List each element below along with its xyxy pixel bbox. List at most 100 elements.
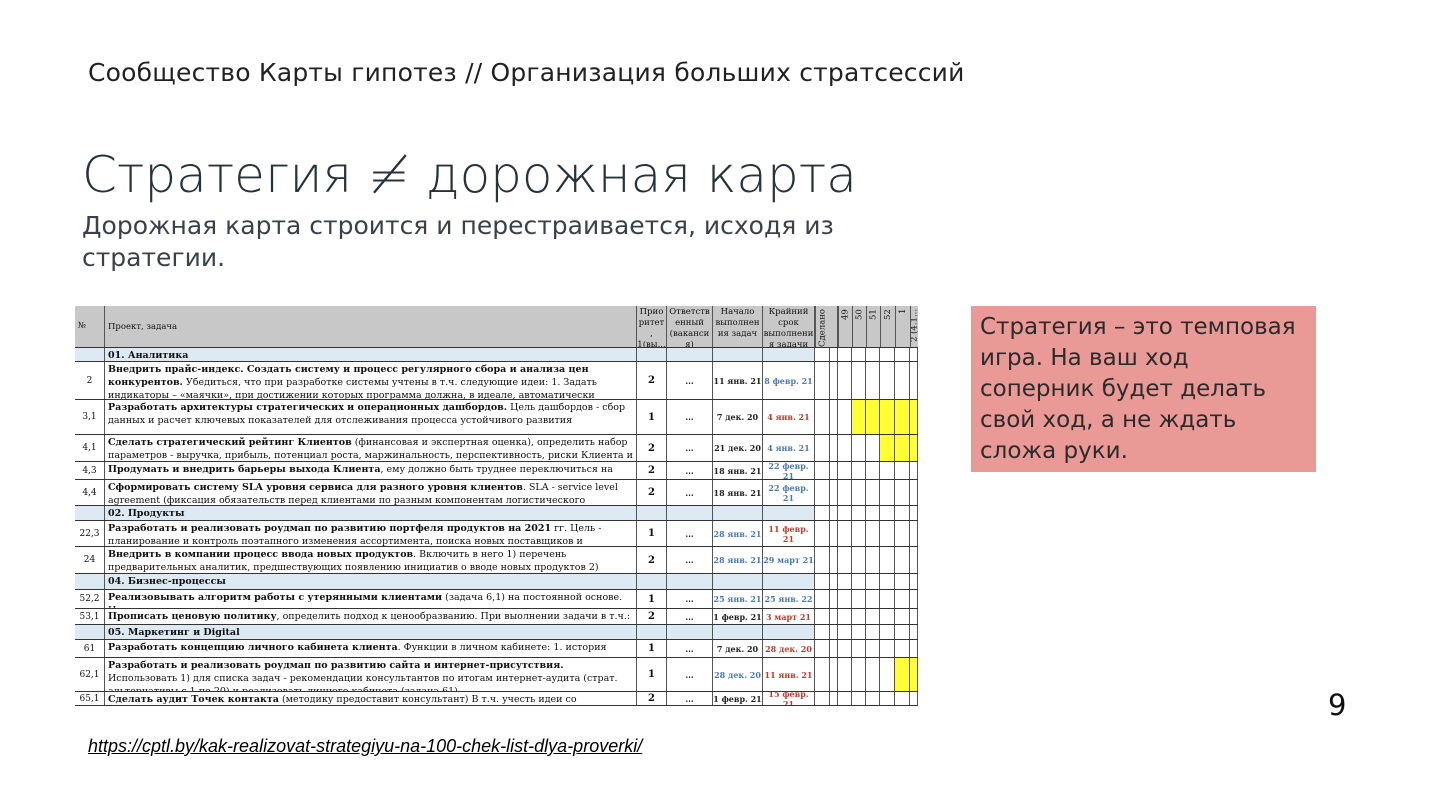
gantt-cell <box>895 521 910 546</box>
week-header: 2 (4.1... <box>910 306 918 347</box>
done-cell <box>815 348 830 361</box>
gantt-cell <box>895 362 910 399</box>
task-number: 22,3 <box>75 521 105 546</box>
table-row: 62,1 Разработать и реализовать роудмап по… <box>75 658 918 692</box>
task-details: Использовать 1) для списка задач - реком… <box>108 673 618 691</box>
table-row: 65,1 Сделать аудит Точек контакта (методи… <box>75 692 918 706</box>
week-header: 50 <box>852 306 866 347</box>
responsible: ... <box>667 435 713 461</box>
task-description: Разработать и реализовать роудмап по раз… <box>105 658 637 691</box>
done-cell <box>815 625 830 639</box>
column-gap <box>830 625 838 639</box>
table-row: 4,4 Сформировать систему SLA уровня серви… <box>75 480 918 506</box>
start-date: 25 янв. 21 <box>713 590 763 608</box>
gantt-cell <box>838 658 852 691</box>
gantt-cell <box>895 590 910 608</box>
gantt-cell <box>895 462 910 479</box>
done-cell <box>815 692 830 705</box>
task-title: Разработать и реализовать роудмап по раз… <box>108 660 564 671</box>
gantt-cell <box>838 609 852 624</box>
responsible: ... <box>667 480 713 505</box>
task-title: Разработать концепцию личного кабинета к… <box>108 642 398 653</box>
task-title: Сделать аудит Точек контакта <box>108 694 279 705</box>
done-cell <box>815 640 830 657</box>
start-date: 18 янв. 21 <box>713 480 763 505</box>
gantt-cell <box>910 625 918 639</box>
section-cell <box>763 506 815 520</box>
gantt-cell <box>895 480 910 505</box>
slide-subtitle: Дорожная карта строится и перестраиваетс… <box>82 211 834 272</box>
priority: 2 <box>637 480 667 505</box>
gantt-cell <box>895 547 910 573</box>
gantt-cell <box>895 640 910 657</box>
task-description: Сформировать систему SLA уровня сервиса … <box>105 480 637 505</box>
gantt-cell <box>852 462 866 479</box>
task-description: Сделать стратегический рейтинг Клиентов … <box>105 435 637 461</box>
task-description: Реализовывать алгоритм работы с утерянны… <box>105 590 637 608</box>
gantt-cell <box>866 590 880 608</box>
task-title: Разработать архитектуры стратегических и… <box>108 402 508 413</box>
deadline: 29 март 21 <box>763 547 815 573</box>
slide-title: Стратегия ≠ дорожная карта <box>82 146 857 204</box>
column-gap <box>830 480 838 505</box>
done-cell <box>815 521 830 546</box>
column-gap <box>830 609 838 624</box>
gantt-cell <box>880 574 895 589</box>
task-title: Разработать и реализовать роудмап по раз… <box>108 523 552 534</box>
gantt-cell <box>866 625 880 639</box>
gantt-cell <box>838 362 852 399</box>
task-details: Цель дашбордов - сбор данных и расчет кл… <box>108 402 626 426</box>
table-row: 22,3 Разработать и реализовать роудмап по… <box>75 521 918 547</box>
gantt-cell <box>866 462 880 479</box>
done-cell <box>815 480 830 505</box>
priority: 2 <box>637 609 667 624</box>
gantt-cell <box>866 640 880 657</box>
column-gap <box>830 692 838 705</box>
task-title: Внедрить прайс-индекс. Создать систему и… <box>108 364 589 388</box>
header-start: Начало выполнен ия задач <box>713 306 763 347</box>
responsible: ... <box>667 362 713 399</box>
start-date: 1 февр. 21 <box>713 609 763 624</box>
gantt-cell <box>852 692 866 705</box>
gantt-cell <box>895 506 910 520</box>
column-gap <box>830 306 838 347</box>
gantt-cell <box>880 640 895 657</box>
gantt-cell <box>880 506 895 520</box>
responsible: ... <box>667 400 713 434</box>
gantt-cell <box>838 590 852 608</box>
gantt-cell <box>838 574 852 589</box>
section-cell <box>637 348 667 361</box>
week-header: 49 <box>838 306 852 347</box>
priority: 2 <box>637 362 667 399</box>
column-gap <box>830 435 838 461</box>
gantt-cell <box>852 625 866 639</box>
table-header: № Проект, задача Прио ритет , 1(вы... Ответ… <box>75 306 918 348</box>
gantt-cell <box>880 435 895 461</box>
section-row: 05. Маркетинг и Digital <box>75 625 918 640</box>
gantt-cell <box>852 506 866 520</box>
deadline: 25 янв. 22 <box>763 590 815 608</box>
task-title: Сформировать систему SLA уровня сервиса … <box>108 482 523 493</box>
task-description: Разработать концепцию личного кабинета к… <box>105 640 637 657</box>
gantt-cell <box>910 640 918 657</box>
gantt-cell <box>895 400 910 434</box>
start-date: 21 дек. 20 <box>713 435 763 461</box>
priority: 2 <box>637 462 667 479</box>
gantt-cell <box>880 362 895 399</box>
gantt-cell <box>910 574 918 589</box>
done-cell <box>815 362 830 399</box>
gantt-cell <box>866 480 880 505</box>
gantt-cell <box>910 435 918 461</box>
source-link[interactable]: https://cptl.by/kak-realizovat-strategiy… <box>88 736 643 756</box>
section-cell <box>713 348 763 361</box>
gantt-cell <box>838 521 852 546</box>
header-num: № <box>75 306 105 347</box>
gantt-cell <box>852 348 866 361</box>
responsible: ... <box>667 462 713 479</box>
gantt-cell <box>852 435 866 461</box>
done-cell <box>815 547 830 573</box>
start-date: 18 янв. 21 <box>713 462 763 479</box>
done-cell <box>815 609 830 624</box>
table-row: 4,3 Продумать и внедрить барьеры выхода К… <box>75 462 918 480</box>
header-resp: Ответств енный (ваканси я) <box>667 306 713 347</box>
